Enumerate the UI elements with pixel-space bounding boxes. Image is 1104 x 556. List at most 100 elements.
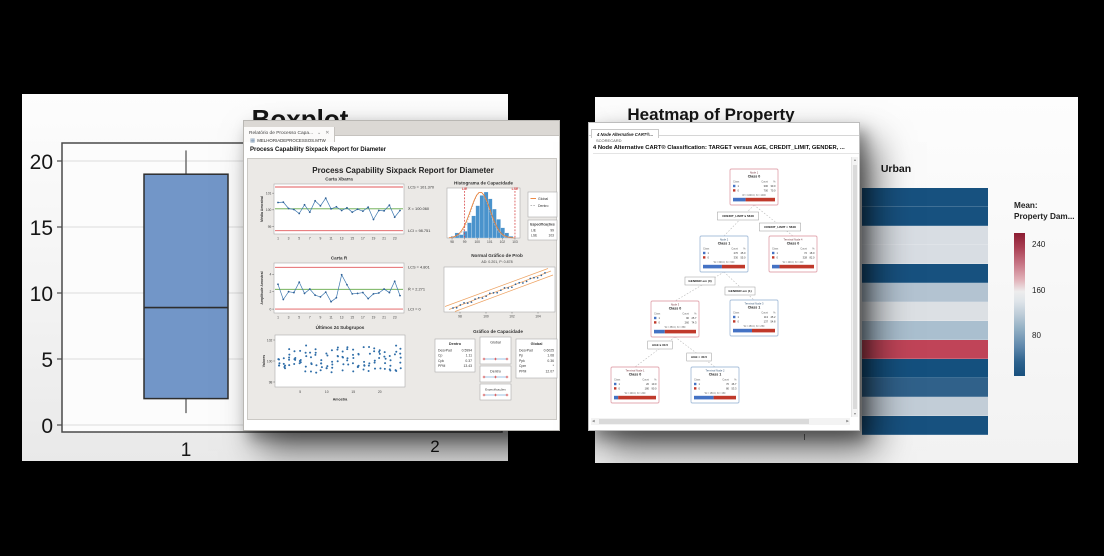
horizontal-scroll-thumb[interactable] [599,419,809,424]
data-point [314,199,317,202]
data-point [356,292,359,295]
x-tick-label: 11 [329,237,333,241]
node-col-header: % [773,311,776,314]
data-point [351,211,354,214]
data-point [399,209,401,212]
node-class-label: Class 0 [748,175,761,179]
node-row-pct: 30.0 [770,184,776,188]
cart-tree: CREDIT_LIMIT ≤ 5848 CREDIT_LIMIT > 5848 GE… [610,168,818,404]
node-class-label: Class 0 [787,242,800,246]
node-footer: W = 150.0, N = 150 [705,392,726,395]
histogram-bar [471,215,476,239]
split-rule-box [724,286,756,296]
node-row-class: 0 [738,188,740,192]
class-swatch [772,256,775,259]
node-row-pct: 25.7 [691,316,697,320]
data-point [377,292,380,294]
node-col-header: Class [614,378,621,381]
tree-node [729,168,779,206]
node-row-pct: 70.0 [770,188,776,192]
stats-box [515,338,558,379]
data-point [288,364,291,367]
x-tick-label: 1 [181,440,192,461]
y-axis-label: Amplitude Amostral [260,271,264,304]
data-point [331,360,334,363]
data-point [367,297,370,300]
data-point [288,353,291,356]
data-point [309,351,312,354]
node-col-header: Count [642,378,649,381]
data-point [388,354,391,357]
sixpack-panel-title: Process Capability Sixpack Report for Di… [312,166,493,175]
class-swatch [694,382,697,386]
data-point [388,368,391,371]
node-bar-class1 [733,328,752,333]
class-swatch [614,387,617,390]
vertical-scroll-thumb[interactable] [853,165,857,409]
data-point [341,369,344,372]
center-label: R̄ = 2.271 [408,287,425,292]
data-point [459,304,462,306]
vertical-scrollbar[interactable]: ▲ ▼ [851,157,858,417]
data-point [393,280,396,283]
node-row-class: 0 [708,255,710,259]
report-tab[interactable]: Relatório de Processo Capa... ⌄ ✕ [244,127,336,142]
y-tick-label: 0 [270,307,272,311]
data-point [383,355,386,358]
data-point [303,292,306,295]
data-point [325,352,328,355]
lcl-label: LCI = 98.751 [408,228,430,233]
split-rule-label: CREDIT_LIMIT ≤ 5848 [722,214,754,218]
node-class-label: Class 1 [748,306,761,310]
node-col-header: Class [733,180,740,183]
x-tick-label: 102 [509,315,515,319]
split-rule-label: CREDIT_LIMIT > 5848 [764,225,796,229]
data-point [383,288,385,290]
data-point [320,362,323,365]
close-icon[interactable]: ✕ [325,130,330,136]
node-row-pct: 90.0 [651,386,657,390]
node-footer: W = 600.0, N = 600 [714,261,735,264]
data-point [362,346,365,349]
x-tick-label: 2 [430,437,439,456]
stat-value: 0.5994 [462,349,472,353]
node-row-class: 1 [619,382,621,386]
data-point [282,362,285,365]
scroll-right-icon[interactable]: ▶ [846,419,849,423]
node-row-class: 1 [659,316,661,320]
tree-node [650,300,700,338]
stat-label: PPM [438,364,446,368]
data-point [303,203,306,206]
heatmap-cell [862,264,988,283]
stat-label: Cp [438,354,442,358]
shape [634,336,676,368]
stat-value: 0.6025 [544,349,554,353]
data-point [330,349,333,352]
cart-tab[interactable]: 4 Node Alternative CART®... [591,129,659,138]
data-point [342,363,345,366]
scroll-down-icon[interactable]: ▼ [853,412,857,416]
worksheet-row[interactable]: ▦ MELHORIADEPROCESSOS.MTW [244,136,559,144]
legend-tick-label: 240 [1032,240,1046,249]
node-row-class: 1 [699,382,701,386]
y-axis-label: Valores [262,355,266,368]
node-row-count: 113 [764,315,769,319]
x-tick-label: 7 [309,237,311,241]
heatmap-cell [862,359,988,378]
scroll-left-icon[interactable]: ◀ [592,419,595,423]
legend-tick-label: 160 [1032,286,1046,295]
node-row-count: 72 [804,251,807,255]
horizontal-scrollbar[interactable]: ◀ ▶ [591,418,850,425]
scroll-up-icon[interactable]: ▲ [853,158,857,162]
node-bar-class1 [772,264,780,269]
data-point [499,289,502,292]
series-line [277,273,401,303]
stat-value: 13.43 [464,364,473,368]
legend-box [527,191,558,218]
data-point [305,344,308,347]
node-footer: W = 350.0, N = 350 [665,326,686,329]
stat-label: Ppk [519,359,525,363]
data-point [288,348,291,351]
collapse-icon[interactable]: ⌄ [317,130,322,136]
data-point [331,366,334,369]
